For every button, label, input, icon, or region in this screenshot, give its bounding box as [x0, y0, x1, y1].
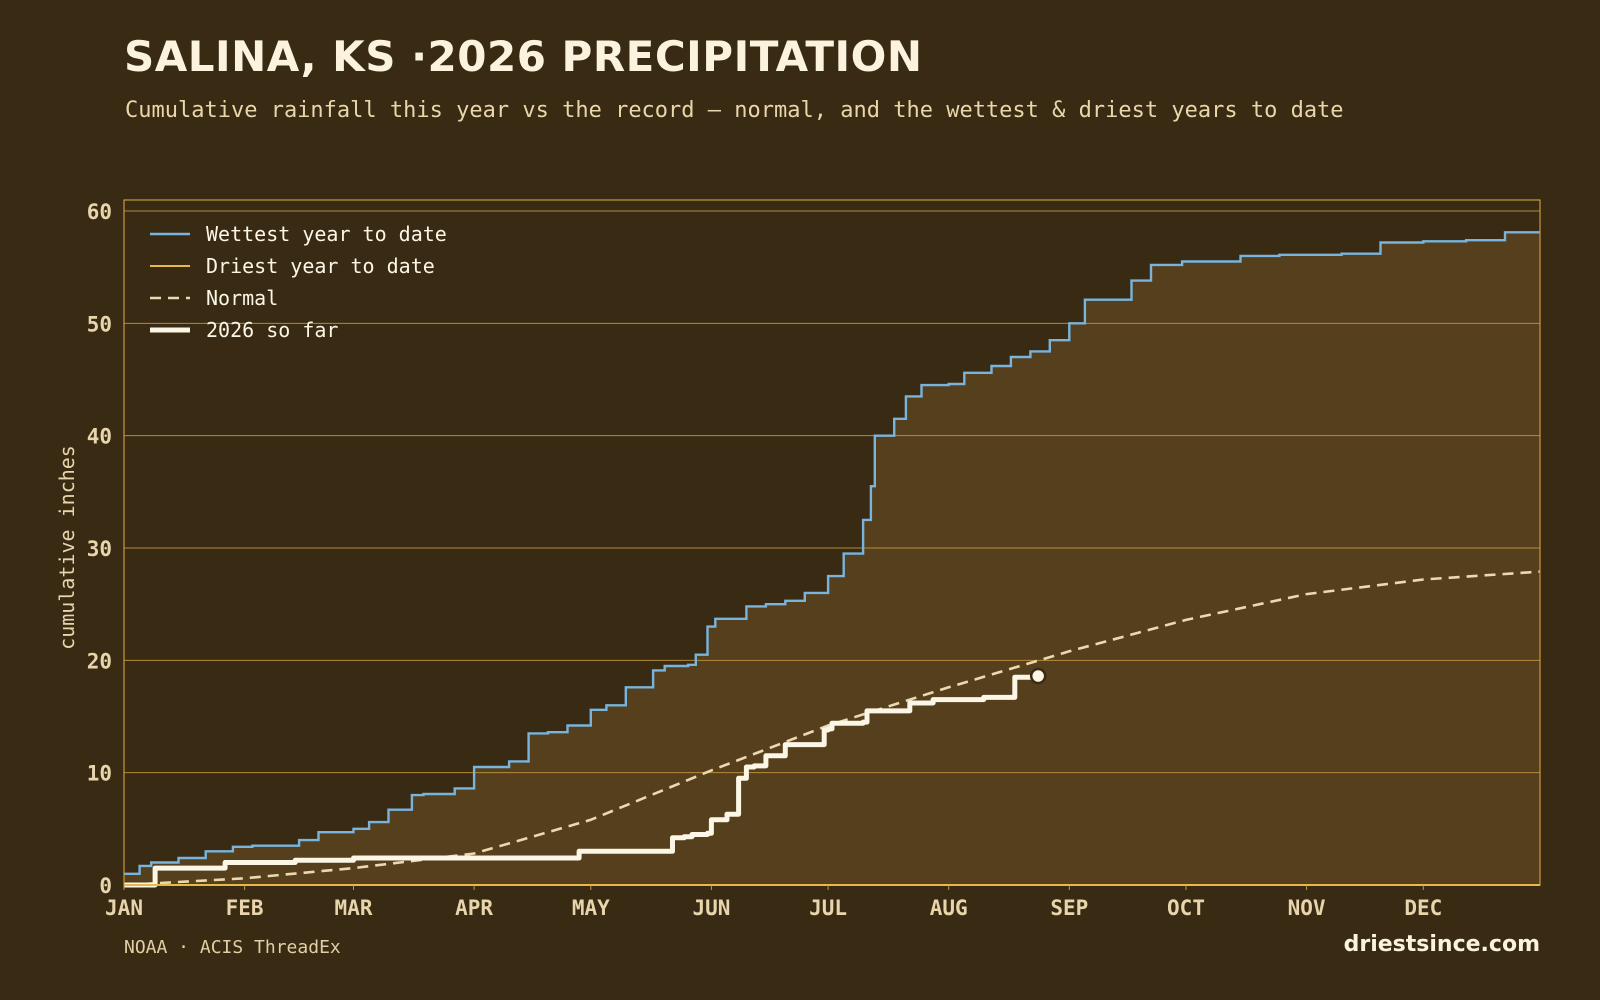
- legend: Wettest year to date Driest year to date N…: [150, 222, 447, 342]
- record-range-band: [124, 232, 1540, 886]
- x-tick-label-apr: APR: [455, 896, 493, 920]
- y-axis-label: cumulative inches: [55, 445, 79, 650]
- x-tick-label-sep: SEP: [1050, 896, 1088, 920]
- x-tick-label-jul: JUL: [809, 896, 847, 920]
- legend-label: Wettest year to date: [206, 222, 447, 246]
- legend-label: Normal: [206, 286, 278, 310]
- series-2026-line: [124, 674, 1041, 888]
- data-source-note: NOAA · ACIS ThreadEx: [124, 937, 341, 958]
- legend-label: Driest year to date: [206, 254, 435, 278]
- legend-label: 2026 so far: [206, 318, 338, 342]
- y-tick-label: 60: [87, 200, 112, 224]
- x-tick-label-dec: DEC: [1404, 896, 1442, 920]
- chart-subtitle: Cumulative rainfall this year vs the rec…: [125, 98, 1344, 123]
- x-tick-label-jun: JUN: [692, 896, 730, 920]
- y-tick-label: 20: [87, 649, 112, 673]
- y-tick-label: 50: [87, 312, 112, 336]
- brand-link[interactable]: driestsince.com: [1343, 932, 1540, 957]
- y-tick-label: 30: [87, 537, 112, 561]
- y-tick-label: 10: [87, 762, 112, 786]
- axes: 0 10 20 30 40 50 60 JAN FEB MAR APR MAY JUN JUL AUG SEP…: [55, 199, 1541, 920]
- x-tick-label-jan: JAN: [105, 896, 143, 920]
- x-tick-label-feb: FEB: [226, 896, 264, 920]
- chart-title: SALINA, KS ·2026 PRECIPITATION: [124, 32, 923, 81]
- gridlines: [124, 210, 1540, 886]
- series-wettest-line: [124, 231, 1540, 875]
- x-tick-label-mar: MAR: [335, 896, 373, 920]
- y-tick-label: 40: [87, 425, 112, 449]
- current-value-marker: [1029, 667, 1047, 685]
- series-normal-line: [123, 570, 1541, 887]
- record-range-fill: [124, 232, 1540, 886]
- x-tick-label-aug: AUG: [930, 896, 968, 920]
- x-tick-label-nov: NOV: [1288, 896, 1326, 920]
- y-tick-label: 0: [99, 874, 112, 898]
- x-tick-label-oct: OCT: [1167, 896, 1205, 920]
- x-tick-label-may: MAY: [572, 896, 610, 920]
